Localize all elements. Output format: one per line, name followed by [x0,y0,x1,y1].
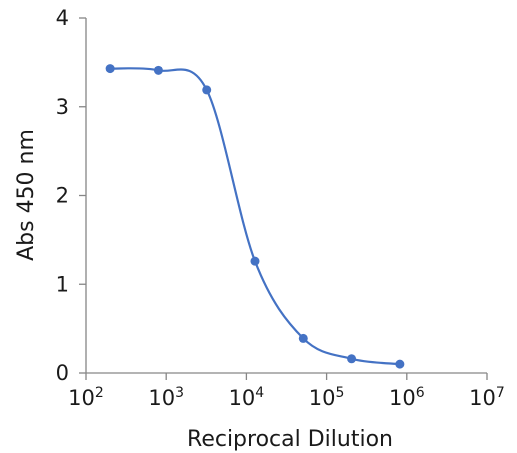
x-tick-label-exponent: 3 [175,385,184,401]
data-point [250,256,260,266]
data-point [395,359,405,369]
x-tick-label-base: 10 [68,386,95,410]
x-tick-label-exponent: 4 [255,385,264,401]
x-tick-label-base: 10 [309,386,336,410]
x-tick-label-exponent: 2 [95,385,104,401]
data-point [347,354,357,364]
x-tick-label: 103 [148,385,184,410]
x-tick-label-exponent: 5 [336,385,345,401]
x-tick-label: 102 [68,385,104,410]
y-tick-label: 1 [56,272,69,296]
x-tick-label-exponent: 7 [496,385,505,401]
x-axis-title: Reciprocal Dilution [187,427,393,452]
data-point [298,333,308,343]
data-point [153,65,163,75]
x-tick-label-exponent: 6 [416,385,425,401]
x-tick-label-base: 10 [229,386,256,410]
data-point [202,85,212,95]
series-line [110,67,400,366]
x-ticks: 102 103 104 105 106 107 [68,373,505,410]
x-tick-label-base: 10 [148,386,175,410]
x-tick-label: 107 [469,385,505,410]
data-point [105,64,115,74]
x-tick-label: 106 [389,385,425,410]
x-tick-label: 105 [309,385,345,410]
y-tick-label: 0 [56,361,69,385]
data-points [105,64,405,369]
y-ticks: 0 1 2 3 4 [56,6,86,385]
x-tick-label-base: 10 [469,386,496,410]
y-tick-label: 3 [56,95,69,119]
x-tick-label-base: 10 [389,386,416,410]
y-axis-title: Abs 450 nm [14,129,39,261]
y-tick-label: 4 [56,6,69,30]
x-tick-label: 104 [229,385,265,410]
y-tick-label: 2 [56,184,69,208]
